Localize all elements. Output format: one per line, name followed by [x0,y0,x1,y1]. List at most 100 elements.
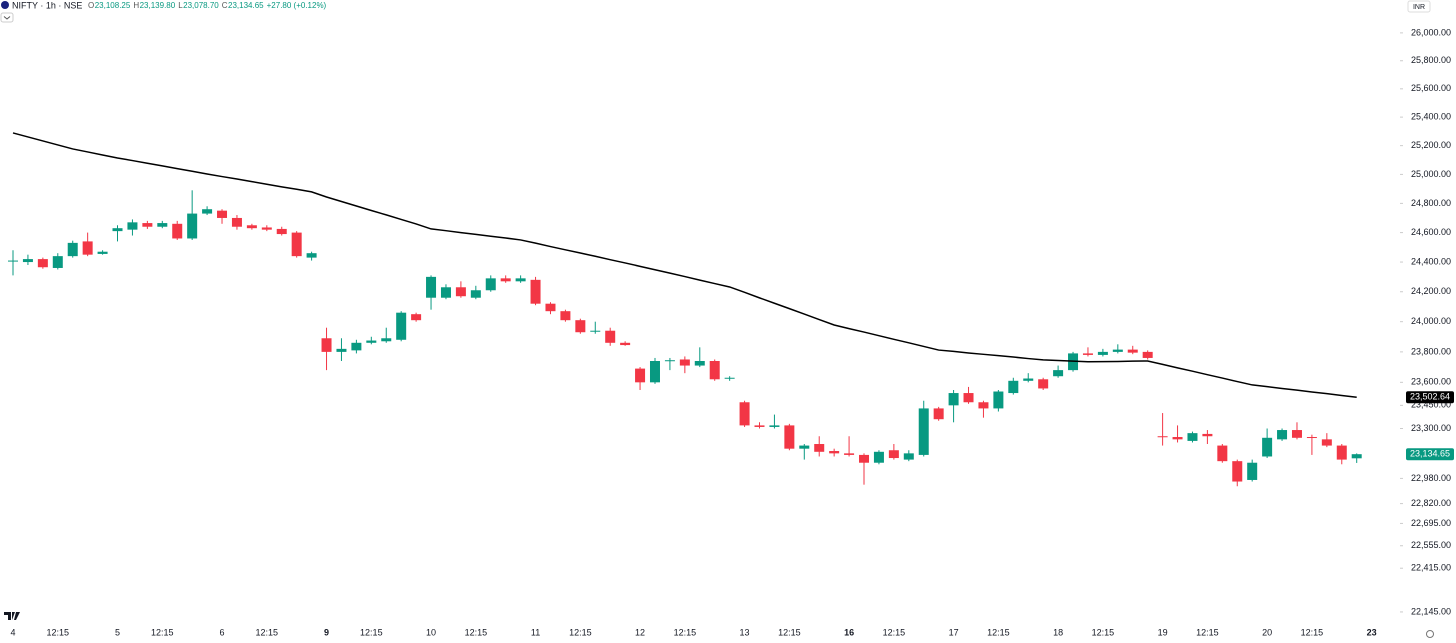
candle-body [1172,437,1183,440]
candle-body [1038,379,1049,389]
candle-body [455,287,466,297]
candle-body [829,451,840,454]
candle-body [694,360,705,366]
candle-body [620,342,631,346]
candle-body [963,393,974,403]
candle-body [1262,437,1273,457]
candle-body [1291,430,1302,438]
candle-body [948,393,959,406]
ma-price-label: 23,502.64 [1410,392,1450,402]
ohlc-value: 23,108.25 [95,1,131,10]
candle-body [1112,349,1123,352]
y-tick-label: 22,555.00 [1411,540,1451,550]
y-tick-label: 25,000.00 [1411,169,1451,179]
collapse-icon [3,16,11,20]
candle-body [1097,351,1108,355]
candle-body [336,348,347,352]
candle-body [172,223,183,239]
candle-body [739,402,750,426]
symbol-title: NIFTY · 1h · NSE [12,0,82,10]
candle-body [217,210,228,218]
x-tick-label: 12:15 [465,627,488,637]
candle-body [97,251,108,254]
x-tick-label: 12:15 [569,627,592,637]
ohlc-key: L [178,1,183,10]
currency-button[interactable] [1407,0,1431,13]
symbol-icon [1,1,9,9]
ohlc-change: +27.80 (+0.12%) [267,1,327,10]
candle-body [515,278,526,282]
candle-body [426,276,437,298]
y-tick-label: 23,600.00 [1411,377,1451,387]
x-tick-label: 13 [740,627,750,637]
y-tick-label: 24,600.00 [1411,227,1451,237]
candle-body [157,223,168,227]
x-tick-label: 5 [115,627,120,637]
candle-body [187,213,198,239]
ohlc-value: 23,134.65 [228,1,264,10]
candle-body [67,242,78,257]
y-tick-label: 26,000.00 [1411,27,1451,37]
x-tick-label: 10 [426,627,436,637]
settings-icon[interactable] [1426,630,1434,638]
candles [8,190,1362,487]
ohlc-key: H [133,1,139,10]
x-tick-label: 23 [1367,627,1377,637]
candle-body [545,303,556,312]
y-tick-label: 22,820.00 [1411,498,1451,508]
gear [1426,630,1434,638]
x-tick-label: 12:15 [1196,627,1219,637]
y-tick-label: 25,200.00 [1411,140,1451,150]
x-tick-label: 12:15 [778,627,801,637]
y-tick-label: 24,200.00 [1411,286,1451,296]
x-tick-label: 12:15 [47,627,70,637]
candle-body [933,408,944,420]
candle-body [261,227,272,230]
x-tick-label: 12:15 [987,627,1010,637]
candle-body [22,259,33,263]
x-tick-label: 12:15 [1092,627,1115,637]
collapse-button[interactable] [0,12,14,23]
ohlc-key: C [222,1,228,10]
tv-logo [4,612,20,620]
y-tick-label: 23,300.00 [1411,423,1451,433]
candle-body [306,253,317,258]
candle-body [52,256,63,268]
candle-body [709,360,720,380]
y-tick-label: 25,600.00 [1411,83,1451,93]
candle-body [575,320,586,333]
last-price-label-box [1406,448,1454,461]
candle-body [37,259,48,268]
ohlc-key: O [88,1,94,10]
candle-body [381,338,392,342]
candle-body [470,290,481,298]
candle-body [590,330,601,332]
y-tick-label: 24,000.00 [1411,316,1451,326]
x-tick-label: 12 [635,627,645,637]
logo-mark [4,612,20,620]
x-tick-label: 18 [1053,627,1063,637]
last-price-label: 23,134.65 [1410,449,1450,459]
candle-body [1023,378,1034,381]
candle-body [1157,436,1168,438]
candle-body [993,391,1004,409]
candle-body [754,425,765,427]
x-tick-label: 9 [324,627,329,637]
candle-body [903,453,914,460]
candle-body [635,368,646,383]
candle-body [649,360,660,383]
currency-label: INR [1413,4,1425,11]
candle-body [724,377,735,379]
candle-body [1142,351,1153,358]
candle-body [396,312,407,340]
x-tick-label: 4 [10,627,15,637]
candle-body [1247,462,1258,480]
candle-body [112,228,123,232]
y-tick-label: 24,400.00 [1411,256,1451,266]
candle-body [142,223,153,227]
candle-body [500,278,511,282]
x-tick-label: 12:15 [883,627,906,637]
candle-body [321,338,332,352]
candle-body [1351,454,1362,459]
candle-body [82,241,93,255]
